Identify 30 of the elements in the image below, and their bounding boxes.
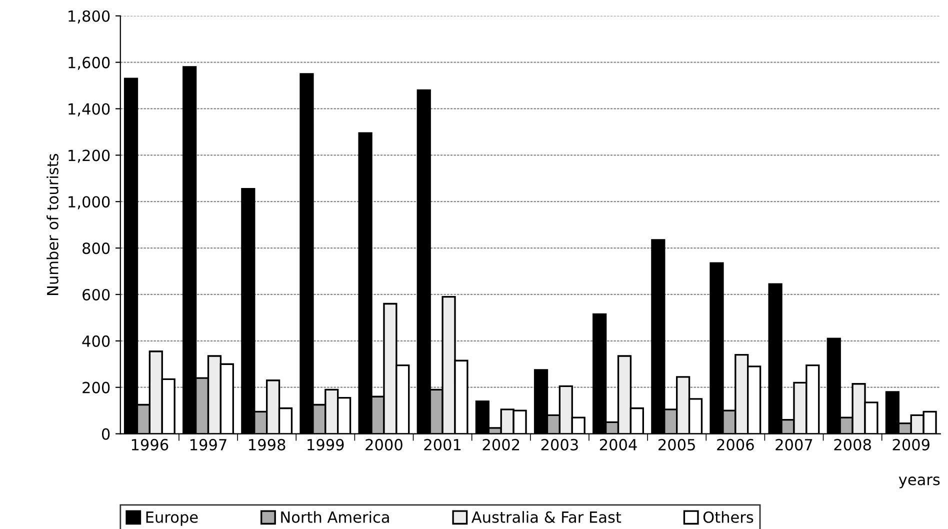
y-tick-label: 200: [82, 382, 110, 394]
x-tick-label: 2002: [482, 438, 520, 450]
x-tick-label: 2005: [658, 438, 695, 450]
x-tick-label: 2007: [776, 438, 812, 450]
y-tick-label: 1,000: [68, 196, 110, 210]
x-tick-label: 2004: [600, 438, 637, 450]
y-tick-label: 0: [102, 428, 110, 440]
x-tick-label: 1999: [308, 438, 344, 450]
x-tick-label: 2008: [834, 438, 871, 450]
x-tick-label: 1997: [190, 438, 226, 450]
x-tick-label: 2009: [892, 438, 930, 450]
legend-label: North America: [281, 511, 389, 523]
x-axis-title: years: [898, 476, 940, 488]
y-axis-title: Number of tourists: [46, 154, 58, 295]
x-tick-label: 1998: [249, 438, 286, 450]
y-tick-label: 600: [82, 288, 110, 300]
y-tick-label: 1,200: [68, 150, 110, 163]
x-tick-label: 2003: [541, 438, 578, 450]
x-tick-label: 2000: [366, 438, 402, 450]
legend-label: Europe: [146, 512, 198, 526]
x-tick-label: 2001: [424, 438, 461, 450]
y-tick-label: 1,400: [68, 103, 110, 116]
x-tick-label: 1996: [132, 438, 168, 450]
x-tick-label: 2006: [717, 438, 754, 450]
y-tick-label: 400: [82, 335, 110, 347]
y-tick-label: 1,800: [68, 10, 110, 24]
legend-label: Australia & Far East: [472, 511, 622, 523]
legend-label: Others: [703, 511, 754, 523]
y-tick-label: 800: [82, 242, 110, 254]
y-tick-label: 1,600: [68, 56, 110, 70]
